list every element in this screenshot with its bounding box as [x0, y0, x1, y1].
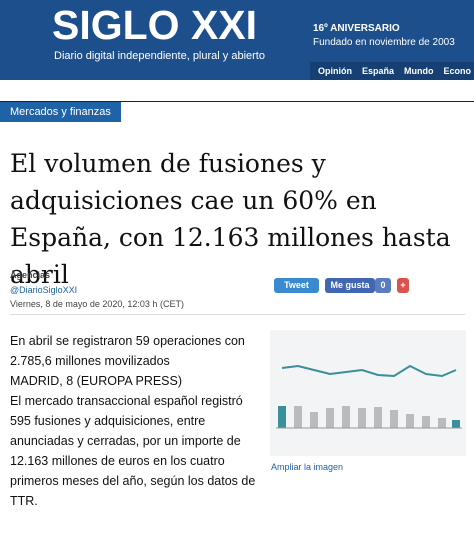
paragraph: MADRID, 8 (EUROPA PRESS)	[10, 374, 183, 388]
article-image[interactable]	[270, 330, 466, 456]
article-body: En abril se registraron 59 operaciones c…	[10, 331, 266, 511]
divider	[0, 101, 474, 102]
nav-item[interactable]: Mundo	[404, 66, 434, 76]
article-title: El volumen de fusiones y adquisiciones c…	[10, 149, 451, 289]
author: Agencias	[10, 270, 51, 280]
paragraph: El mercado transaccional español registr…	[10, 394, 256, 508]
nav-bar: Opinión España Mundo Econo	[310, 62, 474, 80]
handle[interactable]: @DiarioSigloXXI	[10, 285, 78, 295]
plus-button[interactable]: +	[397, 278, 409, 293]
section-tag[interactable]: Mercados y finanzas	[0, 102, 121, 122]
like-button[interactable]: Me gusta	[325, 278, 375, 293]
founded: Fundado en noviembre de 2003	[313, 37, 455, 48]
image-caption[interactable]: Ampliar la imagen	[271, 462, 344, 472]
nav-item[interactable]: España	[362, 66, 395, 76]
date: Viernes, 8 de mayo de 2020, 12:03 h (CET…	[10, 299, 184, 309]
nav-item[interactable]: Econo	[443, 66, 472, 76]
like-count: 0	[375, 278, 391, 293]
anniversary: 16º ANIVERSARIO	[313, 23, 400, 34]
logo[interactable]: SIGLO XXI	[52, 2, 258, 48]
paragraph: En abril se registraron 59 operaciones c…	[10, 334, 245, 368]
tweet-button[interactable]: Tweet	[274, 278, 319, 293]
nav-item[interactable]: Opinión	[318, 66, 352, 76]
tagline: Diario digital independiente, plural y a…	[54, 50, 265, 62]
separator	[10, 314, 465, 315]
